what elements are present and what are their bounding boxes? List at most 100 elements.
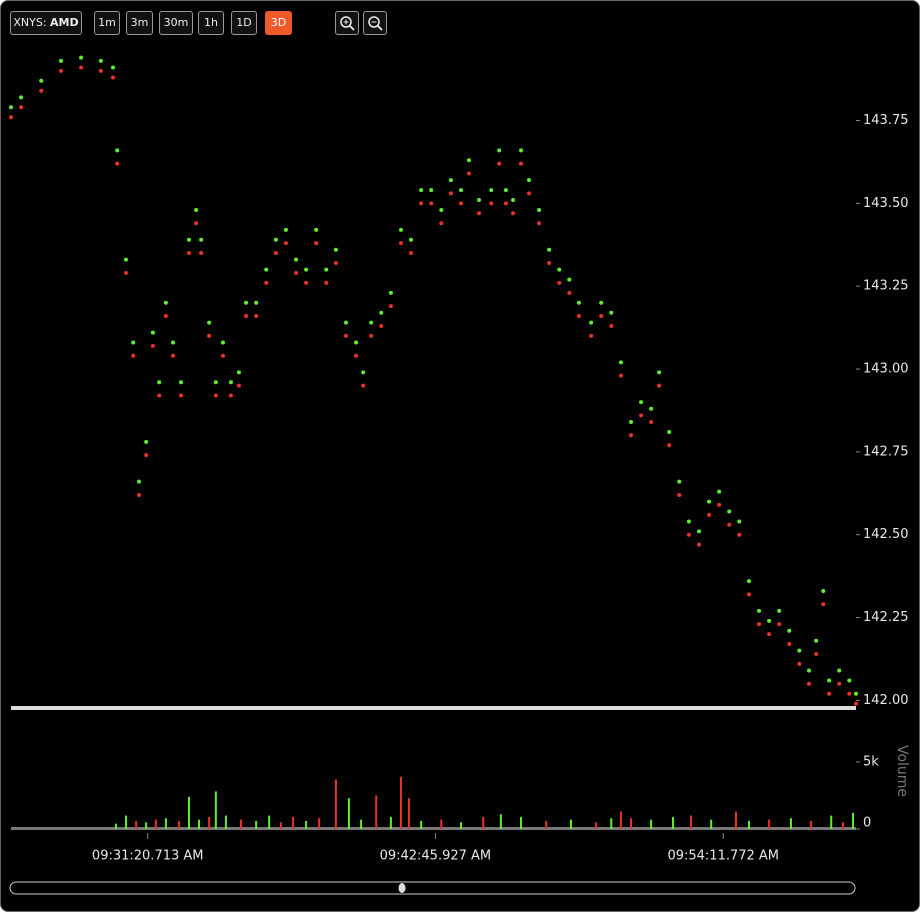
y-tick-label: 143.50 <box>863 196 909 211</box>
symbol: AMD <box>50 16 79 29</box>
y-tick-label: 142.25 <box>863 610 909 625</box>
range-button[interactable]: 30m <box>159 11 193 35</box>
price-dot <box>503 188 508 193</box>
price-dot <box>199 237 204 242</box>
price-dot <box>847 691 852 696</box>
volume-bar <box>734 811 737 829</box>
price-dot <box>144 453 149 458</box>
price-dot <box>137 479 142 484</box>
price-dot <box>448 178 453 183</box>
x-tick-label: 09:54:11.772 AM <box>667 849 779 864</box>
volume-bar <box>630 818 633 829</box>
price-dot <box>254 314 259 319</box>
price-dot <box>821 602 826 607</box>
price-dot <box>489 201 494 206</box>
price-dot <box>194 221 199 226</box>
volume-bar <box>334 779 337 829</box>
price-dot <box>787 642 792 647</box>
y-tick-label: 142.50 <box>863 527 909 542</box>
price-dot <box>737 532 742 537</box>
price-dot <box>806 668 811 673</box>
price-dot <box>639 413 644 418</box>
price-dot <box>333 261 338 265</box>
volume-bar <box>747 820 750 829</box>
price-dot <box>419 201 424 206</box>
price-dot <box>599 300 604 305</box>
volume-bar <box>279 822 282 829</box>
y-tick-label: 143.25 <box>863 279 909 294</box>
price-dot <box>767 618 772 623</box>
price-dot <box>343 320 348 325</box>
price-dot <box>79 65 84 70</box>
symbol-button[interactable]: XNYS: AMD <box>10 11 82 35</box>
range-button[interactable]: 1D <box>231 11 257 35</box>
price-dot <box>324 267 329 272</box>
price-dot <box>220 340 225 345</box>
volume-bar <box>852 812 855 829</box>
price-dot <box>398 227 403 232</box>
y-tick-label: 5k <box>863 754 879 769</box>
scrollbar-thumb[interactable] <box>398 883 406 893</box>
price-dot <box>361 383 366 388</box>
price-dot <box>19 95 24 100</box>
price-dot <box>361 370 366 375</box>
price-dot <box>511 211 516 216</box>
price-dot <box>503 201 508 206</box>
x-tick-label: 09:31:20.713 AM <box>92 849 204 864</box>
range-button[interactable]: 3m <box>126 11 153 35</box>
zoom-in-button[interactable] <box>335 11 359 35</box>
price-dot <box>294 270 299 275</box>
price-dot <box>58 58 63 63</box>
volume-bar <box>440 819 443 829</box>
price-dot <box>115 148 120 153</box>
volume-bar <box>224 815 227 829</box>
volume-bar <box>459 822 462 829</box>
price-dot <box>264 280 269 285</box>
volume-bar <box>841 822 844 829</box>
price-dot <box>657 383 662 388</box>
price-dot <box>707 512 712 517</box>
price-dot <box>497 161 502 166</box>
price-dot <box>497 148 502 153</box>
price-dot <box>547 247 552 252</box>
volume-bar <box>208 816 211 829</box>
price-dot <box>618 373 623 378</box>
price-dot <box>806 681 811 686</box>
price-dot <box>264 267 269 272</box>
volume-bar <box>830 815 833 829</box>
volume-bar <box>164 818 167 829</box>
price-dot <box>767 632 772 637</box>
range-button[interactable]: 1m <box>94 11 120 35</box>
price-dot <box>567 277 572 282</box>
volume-bar <box>255 820 258 829</box>
zoom-out-button[interactable] <box>363 11 387 35</box>
price-dot <box>526 178 531 183</box>
volume-bar <box>610 818 613 829</box>
price-dot <box>409 251 414 256</box>
price-dot <box>343 333 348 338</box>
price-dot <box>599 314 604 319</box>
price-dot <box>179 393 184 398</box>
range-button[interactable]: 1h <box>198 11 224 35</box>
scrollbar[interactable] <box>9 881 856 895</box>
volume-bar <box>420 820 423 829</box>
price-dot <box>677 479 682 484</box>
range-button[interactable]: 3D <box>265 11 292 35</box>
price-dot <box>854 691 858 696</box>
price-dot <box>429 201 434 206</box>
price-dot <box>39 78 44 83</box>
price-dot <box>717 502 722 507</box>
price-dot <box>220 353 225 358</box>
price-dot <box>797 648 802 653</box>
volume-bar <box>810 820 813 829</box>
price-dot <box>717 489 722 494</box>
price-dot <box>827 691 832 696</box>
price-dot <box>477 198 482 203</box>
y-tick-label: 143.00 <box>863 362 909 377</box>
volume-bar <box>789 818 792 829</box>
price-dot <box>79 55 84 60</box>
price-dot <box>547 261 552 265</box>
price-dot <box>466 158 471 163</box>
price-dot <box>821 589 826 594</box>
volume-bar <box>520 816 523 829</box>
